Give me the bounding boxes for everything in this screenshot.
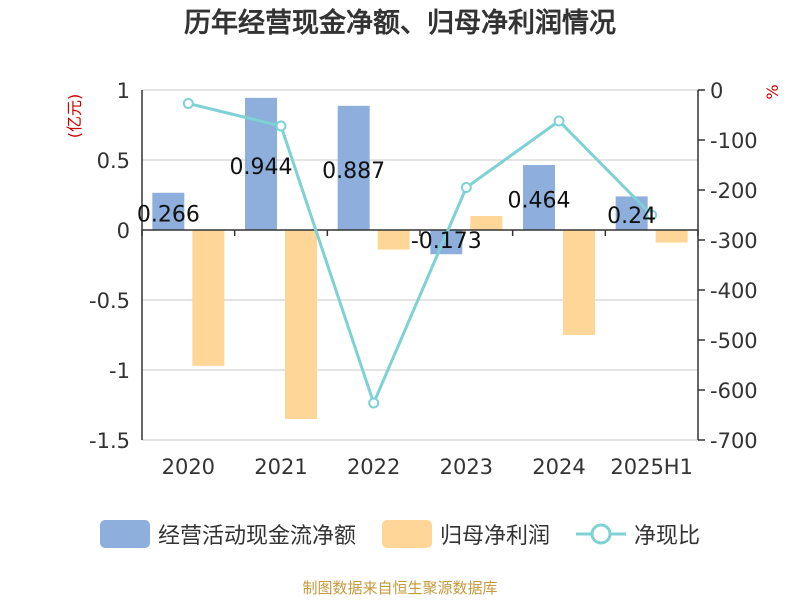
grid-lines [142,89,698,441]
legend-item-ratio[interactable]: 净现比 [576,518,700,550]
y-left-tick-label: 0.5 [97,149,130,173]
ratio-point [553,115,565,127]
bar-netprofit [655,230,688,243]
data-label-cashflow: 0.944 [230,155,293,180]
y-left-tick-label: -0.5 [89,289,130,313]
y-right-tick-label: -600 [710,379,758,403]
data-label-cashflow: 0.464 [508,189,571,214]
data-label-cashflow: 0.266 [137,202,200,227]
bars [152,97,688,419]
y-left-tick-label: 0 [117,219,130,243]
bar-netprofit [377,230,410,250]
data-label-cashflow: 0.24 [607,204,656,229]
y-right-tick-label: 0 [710,79,723,103]
ratio-point [460,182,472,193]
legend-line-marker-icon [576,523,626,545]
ratio-point [275,120,287,132]
bar-netprofit [470,216,503,230]
data-label-cashflow: -0.173 [411,229,482,254]
legend-label-ratio: 净现比 [634,524,701,549]
bar-cashflow [152,192,185,230]
y-right-tick-label: -400 [710,279,758,303]
source-note: 制图数据来自恒生聚源数据库 [302,579,498,597]
y-right-tick-label: -200 [710,179,758,203]
y-right-tick-label: -500 [710,329,758,353]
x-tick-label: 2023 [440,455,493,479]
bar-netprofit [192,230,225,366]
x-tick-label: 2024 [532,455,585,479]
y-left-tick-label: 1 [117,79,130,103]
axes: 1 0.5 0 -0.5 -1 -1.5 0 -100 -200 -300 -400 -500 -600… [89,79,758,479]
ratio-point [646,209,658,221]
x-tick-label: 2022 [347,455,400,479]
legend-item-netprofit[interactable]: 归母净利润 [381,518,550,550]
y-left-tick-label: -1 [109,359,130,383]
bar-cashflow [523,165,555,230]
y-right-tick-label: -700 [710,429,758,453]
legend-swatch-cashflow [99,520,150,548]
legend-label-netprofit: 归母净利润 [439,524,550,549]
chart-title: 历年经营现金净额、归母净利润情况 [184,8,616,39]
y-right-tick-label: -100 [710,129,758,153]
left-axis-unit: (亿元) [65,94,84,139]
bar-cashflow [337,105,370,230]
legend-item-cashflow[interactable]: 经营活动现金流净额 [99,518,356,550]
x-tick-label: 2021 [254,455,307,479]
ratio-point [182,98,194,109]
x-tick-label: 2025H1 [610,455,693,479]
x-tick-label: 2020 [162,455,215,479]
data-label-cashflow: 0.887 [322,159,385,184]
ratio-line [182,98,658,409]
data-labels: 0.266 0.944 0.887 -0.173 0.464 0.24 [137,155,656,254]
ratio-point [368,397,380,409]
bar-netprofit [563,230,595,335]
bar-cashflow [615,196,648,230]
right-axis-unit: % [763,84,782,99]
bar-netprofit [285,230,317,419]
y-left-tick-label: -1.5 [89,429,130,453]
y-right-tick-label: -300 [710,229,758,253]
legend: 经营活动现金流净额 归母净利润 净现比 [0,514,800,554]
ratio-polyline [187,102,653,408]
legend-label-cashflow: 经营活动现金流净额 [157,524,356,549]
legend-swatch-netprofit [381,520,432,548]
